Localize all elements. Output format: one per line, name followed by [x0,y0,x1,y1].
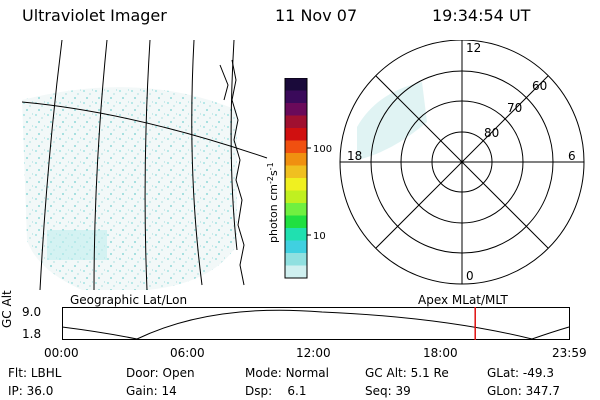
orbit-tick-high: 9.0 [22,305,42,319]
time-tick-0600: 06:00 [170,346,205,360]
colorbar-stripe [285,128,307,141]
altitude-curve [62,309,570,340]
time-tick-1200: 12:00 [296,346,331,360]
mlt-label-12: 12 [466,41,481,55]
status-mode: Mode: Normal [245,366,329,380]
orbit-tick-low: 1.8 [22,327,42,341]
status-ip: IP: 36.0 [8,384,54,398]
colorbar-tick-100: 100 [313,144,332,155]
colorbar-stripe [285,228,307,241]
mlat-label-70: 70 [507,101,522,115]
colorbar-stripe [285,78,307,91]
time-label: 19:34:54 UT [432,6,531,25]
colorbar-stripe [285,203,307,216]
colorbar-stripe [285,90,307,104]
status-glon: GLon: 347.7 [487,384,560,398]
status-door: Door: Open [126,366,195,380]
orbit-ylabel: GC Alt [0,290,14,328]
mlt-label-18: 18 [347,149,362,163]
status-seq: Seq: 39 [365,384,411,398]
geographic-label: Geographic Lat/Lon [70,293,188,307]
status-glat: GLat: -49.3 [487,366,554,380]
apex-label: Apex MLat/MLT [418,293,508,307]
colorbar-stripe [285,178,307,191]
colorbar-stripe [285,165,307,179]
colorbar-stripe [285,240,307,254]
mlt-label-0: 0 [466,269,474,283]
colorbar-tick-10: 10 [313,231,326,242]
colorbar-stripe [285,190,307,204]
orbit-altitude-plot [62,307,570,340]
mlat-label-80: 80 [484,126,499,140]
colorbar-stripe [285,265,307,279]
colorbar: 100 10 photon cm-2s-1 [266,78,332,279]
colorbar-unit: photon cm-2s-1 [266,162,280,243]
status-gc-alt: GC Alt: 5.1 Re [365,366,449,380]
colorbar-stripe [285,215,307,229]
geographic-image-panel [22,40,268,290]
mlt-label-6: 6 [568,149,576,163]
time-tick-1800: 18:00 [423,346,458,360]
date-label: 11 Nov 07 [275,6,358,25]
polar-plot: 60 70 80 12 0 18 6 [339,40,585,285]
instrument-title: Ultraviolet Imager [22,6,167,25]
colorbar-stripe [285,253,307,266]
colorbar-stripe [285,103,307,116]
colorbar-stripe [285,115,307,129]
time-tick-0000: 00:00 [44,346,79,360]
status-flt: Flt: LBHL [8,366,62,380]
status-gain: Gain: 14 [126,384,177,398]
colorbar-gradient [285,78,307,279]
colorbar-stripe [285,140,307,154]
time-tick-2359: 23:59 [552,346,587,360]
status-dsp: Dsp: 6.1 [245,384,307,398]
mlat-label-60: 60 [532,79,547,93]
colorbar-stripe [285,153,307,166]
